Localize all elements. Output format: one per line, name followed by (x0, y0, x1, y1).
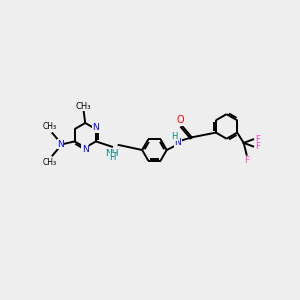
Text: N: N (82, 145, 88, 154)
Text: F: F (244, 156, 249, 165)
Text: F: F (255, 142, 260, 151)
Text: NH: NH (105, 149, 119, 158)
Text: N: N (175, 138, 181, 147)
Text: N: N (57, 140, 64, 149)
Text: CH₃: CH₃ (42, 122, 56, 131)
Text: CH₃: CH₃ (76, 102, 92, 111)
Text: CH₃: CH₃ (42, 158, 56, 166)
Text: H: H (110, 153, 116, 162)
Text: H: H (171, 132, 177, 141)
Text: N: N (92, 123, 99, 132)
Text: F: F (255, 135, 260, 144)
Text: O: O (176, 115, 184, 125)
